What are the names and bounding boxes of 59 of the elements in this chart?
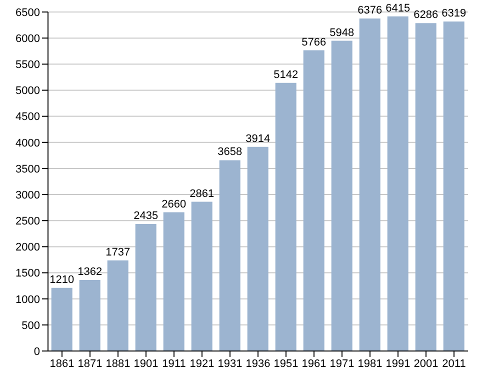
bar [51, 288, 72, 351]
x-tick-label: 2001 [414, 358, 438, 370]
bar [107, 260, 128, 351]
y-tick-label: 6000 [16, 32, 40, 45]
y-tick-label: 5000 [16, 85, 40, 98]
data-label: 5766 [302, 36, 326, 48]
x-tick-label: 1871 [78, 358, 102, 370]
data-label: 3658 [218, 146, 242, 158]
data-label: 6286 [414, 9, 438, 22]
bar [387, 16, 408, 351]
data-label: 6415 [386, 2, 410, 14]
x-tick-label: 2011 [442, 358, 466, 370]
y-tick-label: 1500 [16, 268, 40, 280]
y-tick-label: 500 [22, 320, 40, 332]
bar [219, 160, 240, 351]
bar [135, 224, 156, 351]
x-tick-label: 1921 [190, 358, 214, 370]
x-tick-label: 1961 [302, 358, 326, 370]
y-tick-label: 6500 [16, 6, 40, 19]
bar [191, 202, 212, 351]
y-tick-label: 2500 [16, 216, 40, 228]
data-label: 5948 [330, 26, 354, 39]
x-tick-label: 1931 [218, 358, 242, 370]
x-tick-label: 1901 [134, 358, 158, 370]
data-label: 2861 [190, 188, 214, 200]
bar [163, 212, 184, 351]
bar [247, 146, 268, 351]
bar [443, 21, 464, 351]
y-tick-label: 4000 [16, 137, 40, 150]
data-label: 2660 [162, 198, 186, 210]
y-tick-label: 3000 [16, 189, 40, 202]
x-tick-label: 1971 [330, 358, 354, 370]
bar [275, 82, 296, 351]
x-tick-label: 1981 [358, 358, 382, 370]
x-tick-label: 1936 [246, 358, 270, 370]
bar [303, 50, 324, 351]
bar [359, 18, 380, 351]
data-label: 6319 [442, 7, 466, 20]
x-tick-label: 1991 [386, 358, 410, 370]
bar [331, 40, 352, 351]
y-tick-label: 1000 [16, 294, 40, 306]
data-label: 3914 [246, 132, 270, 145]
y-tick-label: 4500 [16, 111, 40, 124]
data-label: 5142 [274, 68, 298, 81]
y-tick-label: 2000 [16, 242, 40, 254]
data-label: 1362 [78, 266, 102, 278]
data-label: 6376 [358, 4, 382, 16]
bar [415, 23, 436, 351]
y-tick-label: 0 [34, 346, 40, 358]
x-tick-label: 1881 [106, 358, 130, 370]
data-label: 1737 [106, 246, 130, 258]
y-tick-label: 3500 [16, 163, 40, 176]
bar [79, 280, 100, 351]
x-tick-label: 1861 [50, 358, 74, 370]
y-tick-label: 5500 [16, 59, 40, 72]
x-tick-label: 1911 [162, 358, 186, 370]
data-label: 2435 [134, 210, 158, 222]
data-label: 1210 [50, 274, 74, 286]
x-tick-label: 1951 [274, 358, 298, 370]
